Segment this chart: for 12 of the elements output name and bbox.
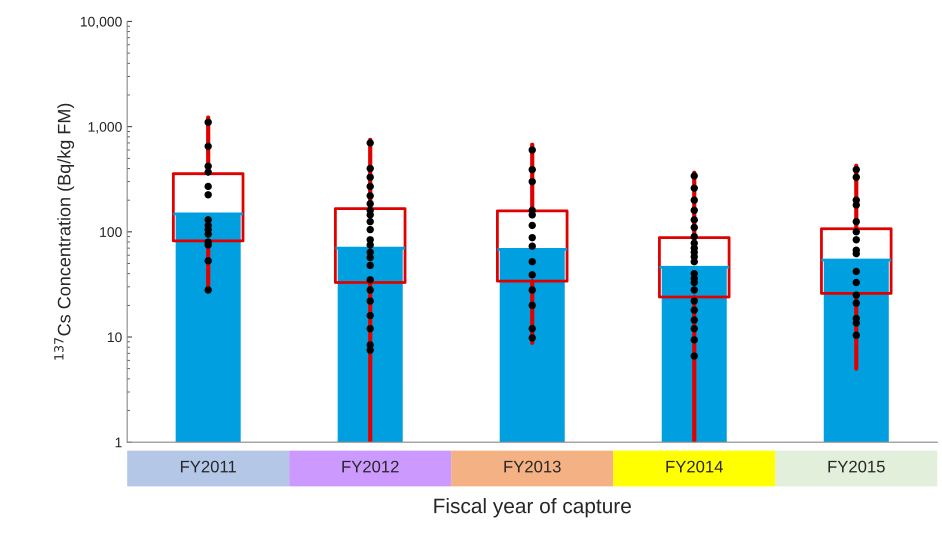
y-axis-title: $^{137}$Cs Concentration (Bq/kg FM): [54, 104, 74, 360]
y-tick-label: 1: [116, 438, 122, 448]
x-tick-label: FY2015: [828, 460, 885, 472]
y-tick-label: 10,000: [80, 16, 122, 28]
x-tick-label: FY2011: [180, 460, 236, 472]
y-tick-label: 100: [100, 227, 122, 237]
y-tick-label: 1,000: [88, 122, 122, 134]
x-tick-label: FY2013: [504, 460, 561, 472]
y-tick-label: 10: [108, 332, 122, 342]
x-axis-title: Fiscal year of capture: [434, 498, 631, 518]
x-tick-label: FY2014: [666, 460, 723, 472]
x-tick-label: FY2012: [342, 460, 399, 472]
